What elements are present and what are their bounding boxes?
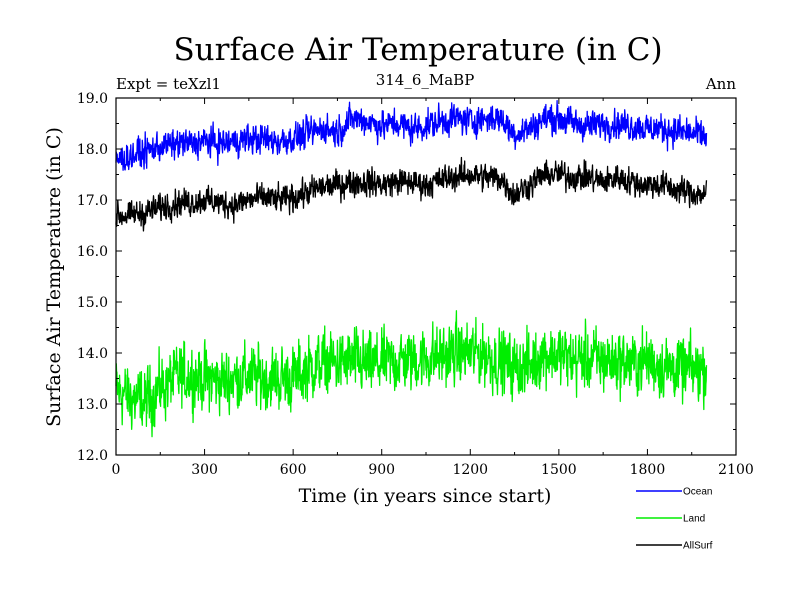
y-tick-label: 12.0 (77, 448, 108, 464)
legend-label-land: Land (683, 514, 705, 525)
x-tick-label: 900 (368, 462, 395, 478)
x-tick-label: 1800 (630, 462, 666, 478)
y-tick-label: 18.0 (77, 142, 108, 158)
x-tick-label: 2100 (718, 462, 754, 478)
series-line-allsurf (115, 156, 708, 232)
legend-label-allsurf: AllSurf (683, 541, 713, 552)
season-label: Ann (705, 75, 736, 93)
chart-title: Surface Air Temperature (in C) (173, 32, 662, 68)
experiment-label: Expt = teXzl1 (116, 75, 221, 93)
y-tick-label: 15.0 (77, 295, 108, 311)
x-axis-label: Time (in years since start) (299, 485, 552, 507)
x-tick-label: 300 (191, 462, 218, 478)
legend: Ocean Land AllSurf (636, 487, 713, 552)
y-tick-label: 13.0 (77, 397, 108, 413)
x-tick-label: 1200 (452, 462, 488, 478)
y-tick-label: 17.0 (77, 193, 108, 209)
series-line-ocean (115, 100, 708, 171)
series-line-land (115, 310, 708, 438)
series-layer (115, 100, 708, 438)
x-tick-label: 600 (280, 462, 307, 478)
ticks-layer: 0 300 600 900 1200 1500 1800 2100 12.0 13.0 14.0 15… (77, 91, 754, 478)
y-tick-label: 14.0 (77, 346, 108, 362)
period-label: 314_6_MaBP (376, 71, 475, 89)
x-tick-label: 0 (112, 462, 121, 478)
x-tick-label: 1500 (541, 462, 577, 478)
y-tick-label: 16.0 (77, 244, 108, 260)
y-tick-label: 19.0 (77, 91, 108, 107)
legend-label-ocean: Ocean (683, 487, 712, 498)
y-axis-label: Surface Air Temperature (in C) (43, 127, 65, 427)
